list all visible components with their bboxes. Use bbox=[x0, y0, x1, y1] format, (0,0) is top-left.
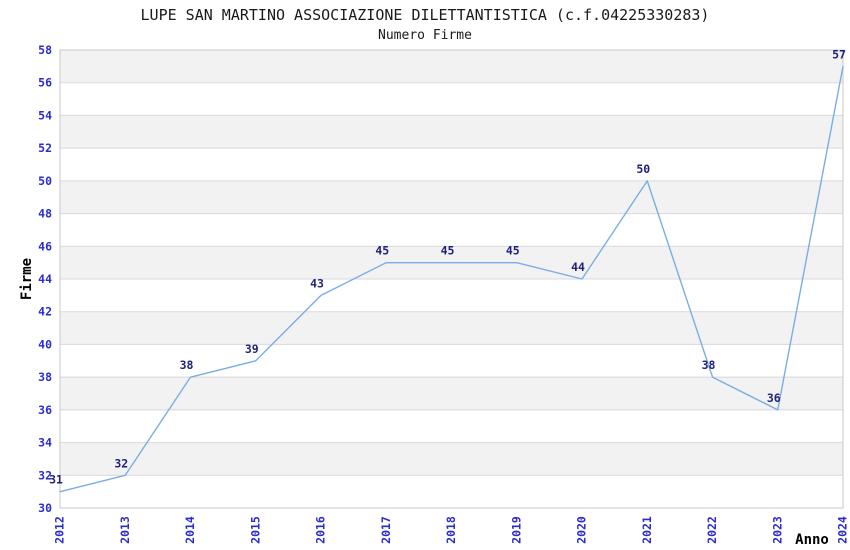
x-tick-label: 2022 bbox=[705, 516, 719, 544]
y-tick-label: 30 bbox=[38, 501, 52, 515]
data-point-label: 39 bbox=[245, 342, 259, 356]
data-point-label: 36 bbox=[767, 391, 781, 405]
x-tick-label: 2017 bbox=[379, 516, 393, 544]
plot-band bbox=[60, 115, 843, 149]
x-tick-label: 2023 bbox=[770, 516, 784, 544]
y-tick-label: 54 bbox=[38, 108, 52, 122]
data-point-label: 38 bbox=[702, 358, 716, 372]
y-tick-label: 44 bbox=[38, 272, 52, 286]
data-point-label: 45 bbox=[441, 244, 455, 258]
chart-title: LUPE SAN MARTINO ASSOCIAZIONE DILETTANTI… bbox=[140, 6, 710, 24]
x-tick-label: 2016 bbox=[314, 516, 328, 544]
x-axis-title: Anno bbox=[795, 532, 829, 548]
data-point-label: 44 bbox=[571, 260, 585, 274]
x-tick-label: 2021 bbox=[640, 516, 654, 544]
x-tick-label: 2019 bbox=[509, 516, 523, 544]
plot-band bbox=[60, 377, 843, 410]
chart-subtitle: Numero Firme bbox=[378, 28, 472, 43]
x-tick-label: 2013 bbox=[118, 516, 132, 544]
y-tick-label: 48 bbox=[38, 207, 52, 221]
y-tick-label: 56 bbox=[38, 76, 52, 90]
x-tick-label: 2015 bbox=[248, 516, 262, 544]
data-point-label: 45 bbox=[506, 244, 520, 258]
y-tick-label: 46 bbox=[38, 239, 52, 253]
plot-band bbox=[60, 50, 843, 83]
data-point-label: 57 bbox=[832, 47, 846, 61]
y-tick-label: 40 bbox=[38, 337, 52, 351]
y-tick-label: 34 bbox=[38, 436, 52, 450]
data-point-label: 45 bbox=[375, 244, 389, 258]
y-tick-label: 52 bbox=[38, 141, 52, 155]
y-tick-label: 38 bbox=[38, 370, 52, 384]
data-point-label: 43 bbox=[310, 276, 324, 290]
x-tick-label: 2018 bbox=[444, 516, 458, 544]
y-tick-label: 36 bbox=[38, 403, 52, 417]
data-point-label: 50 bbox=[636, 162, 650, 176]
y-tick-label: 58 bbox=[38, 43, 52, 57]
plot-border bbox=[59, 49, 844, 509]
series-line bbox=[59, 65, 844, 493]
plot-band bbox=[60, 180, 843, 214]
y-tick-label: 42 bbox=[38, 305, 52, 319]
data-point-label: 31 bbox=[49, 473, 63, 487]
y-tick-label: 32 bbox=[38, 468, 52, 482]
x-tick-label: 2024 bbox=[836, 516, 850, 544]
x-tick-label: 2014 bbox=[183, 516, 197, 544]
y-tick-label: 50 bbox=[38, 174, 52, 188]
data-point-label: 32 bbox=[114, 456, 128, 470]
data-point-label: 38 bbox=[180, 358, 194, 372]
x-tick-label: 2020 bbox=[575, 516, 589, 544]
plot-band bbox=[60, 311, 843, 345]
x-tick-label: 2012 bbox=[53, 516, 67, 544]
plot-band bbox=[60, 442, 843, 476]
